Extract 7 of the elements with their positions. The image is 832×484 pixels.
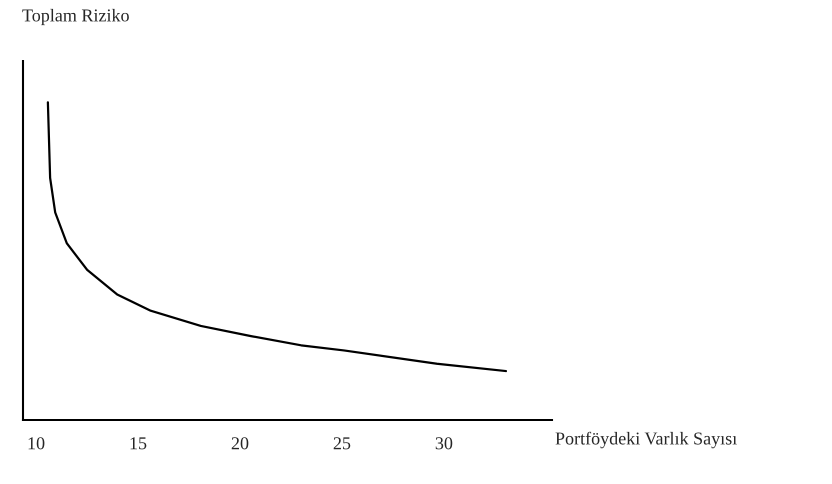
x-tick-label: 25 (334, 437, 350, 450)
x-axis-title: Portföydeki Varlık Sayısı (556, 432, 737, 448)
x-tick-label: 15 (130, 437, 146, 450)
y-axis-title: Toplam Riziko (22, 8, 129, 26)
x-tick-label: 20 (232, 437, 248, 450)
x-tick-label: 30 (436, 437, 452, 450)
x-tick-label: 10 (28, 437, 44, 450)
